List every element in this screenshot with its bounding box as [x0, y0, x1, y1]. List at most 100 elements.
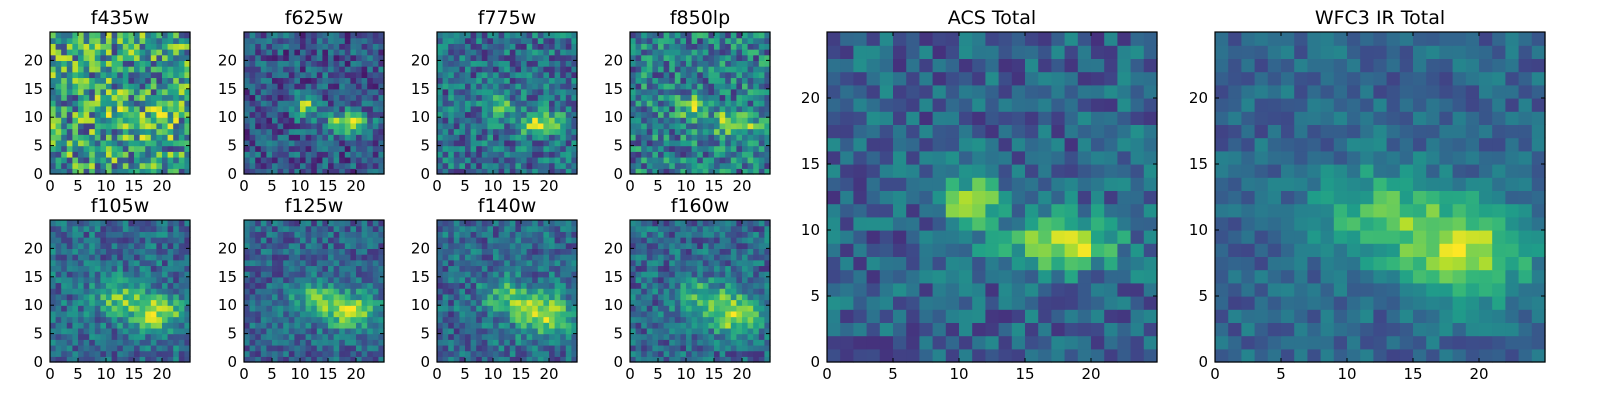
heatmap-cell: [249, 356, 256, 363]
heatmap-cell: [448, 344, 455, 352]
heatmap-cell: [736, 88, 743, 96]
heatmap-cell: [487, 293, 494, 301]
heatmap-cell: [260, 327, 267, 335]
heatmap-cell: [378, 43, 385, 50]
heatmap-cell: [117, 356, 124, 363]
heatmap-cell: [156, 88, 163, 96]
heatmap-cell: [663, 49, 670, 56]
heatmap-cell: [565, 54, 572, 61]
heatmap-cell: [652, 327, 659, 335]
heatmap-cell: [361, 156, 368, 164]
heatmap-cell: [465, 37, 472, 44]
heatmap-cell: [167, 77, 174, 84]
heatmap-cell: [72, 350, 79, 357]
heatmap-cell: [311, 122, 318, 130]
heatmap-cell: [139, 237, 146, 244]
heatmap-cell: [356, 259, 363, 267]
heatmap-cell: [260, 122, 267, 130]
heatmap-cell: [521, 88, 528, 96]
heatmap-cell: [504, 77, 511, 84]
heatmap-cell: [498, 88, 505, 96]
heatmap-cell: [753, 305, 760, 312]
heatmap-cell: [526, 94, 533, 101]
heatmap-cell: [277, 134, 284, 141]
heatmap-cell: [537, 231, 544, 238]
heatmap-cell: [481, 139, 488, 147]
heatmap-cell: [244, 162, 251, 169]
heatmap-cell: [356, 128, 363, 135]
heatmap-cell: [674, 316, 681, 323]
heatmap-cell: [89, 327, 96, 335]
heatmap-cell: [630, 322, 637, 329]
heatmap-cell: [635, 111, 642, 118]
heatmap-cell: [333, 128, 340, 135]
heatmap-cell: [316, 94, 323, 101]
heatmap-cell: [361, 145, 368, 152]
heatmap-cell: [150, 151, 157, 158]
heatmap-cell: [487, 242, 494, 249]
heatmap-cell: [72, 162, 79, 169]
heatmap-cell: [266, 88, 273, 96]
heatmap-cell: [730, 94, 737, 101]
heatmap-cell: [372, 168, 379, 175]
heatmap-cell: [537, 254, 544, 261]
heatmap-cell: [560, 83, 567, 90]
heatmap-cell: [277, 305, 284, 312]
heatmap-cell: [560, 54, 567, 61]
heatmap-cell: [333, 271, 340, 278]
heatmap-cell: [747, 356, 754, 363]
heatmap-cell: [283, 37, 290, 44]
heatmap-cell: [134, 77, 141, 84]
heatmap-cell: [106, 322, 113, 329]
heatmap-cell: [356, 111, 363, 118]
heatmap-cell: [272, 100, 279, 107]
heatmap-cell: [736, 122, 743, 130]
heatmap-cell: [300, 105, 307, 113]
heatmap-cell: [532, 316, 539, 323]
heatmap-cell: [714, 156, 721, 164]
heatmap-cell: [72, 122, 79, 130]
heatmap-cell: [537, 60, 544, 67]
heatmap-cell: [635, 356, 642, 363]
heatmap-cell: [178, 310, 185, 318]
heatmap-cell: [328, 105, 335, 113]
heatmap-cell: [344, 344, 351, 352]
heatmap-cell: [487, 100, 494, 107]
heatmap-cell: [504, 49, 511, 56]
heatmap-cell: [184, 66, 191, 73]
heatmap-cell: [571, 322, 578, 329]
heatmap-cell: [316, 288, 323, 295]
heatmap-cell: [537, 242, 544, 249]
heatmap-cell: [249, 139, 256, 147]
heatmap-cell: [470, 327, 477, 335]
heatmap-cell: [328, 54, 335, 61]
heatmap-cell: [66, 66, 73, 73]
heatmap-cell: [758, 305, 765, 312]
heatmap-cell: [493, 145, 500, 152]
heatmap-cell: [448, 265, 455, 272]
heatmap-cell: [272, 54, 279, 61]
heatmap-cell: [167, 105, 174, 113]
heatmap-cell: [437, 242, 444, 249]
heatmap-cell: [554, 32, 561, 39]
heatmap-cell: [646, 66, 653, 73]
heatmap-cell: [283, 276, 290, 284]
heatmap-cell: [134, 71, 141, 79]
heatmap-cell: [316, 282, 323, 289]
heatmap-cell: [344, 100, 351, 107]
heatmap-cell: [344, 299, 351, 306]
heatmap-cell: [702, 276, 709, 284]
heatmap-cell: [288, 94, 295, 101]
heatmap-cell: [173, 156, 180, 164]
heatmap-cell: [145, 356, 152, 363]
heatmap-cell: [134, 43, 141, 50]
heatmap-cell: [753, 333, 760, 340]
heatmap-cell: [652, 83, 659, 90]
x-tick-label: 5: [460, 365, 470, 383]
heatmap-cell: [50, 111, 57, 118]
heatmap-cell: [719, 88, 726, 96]
heatmap-cell: [448, 242, 455, 249]
heatmap-cell: [333, 139, 340, 147]
heatmap-cell: [145, 220, 152, 227]
heatmap-cell: [487, 339, 494, 346]
